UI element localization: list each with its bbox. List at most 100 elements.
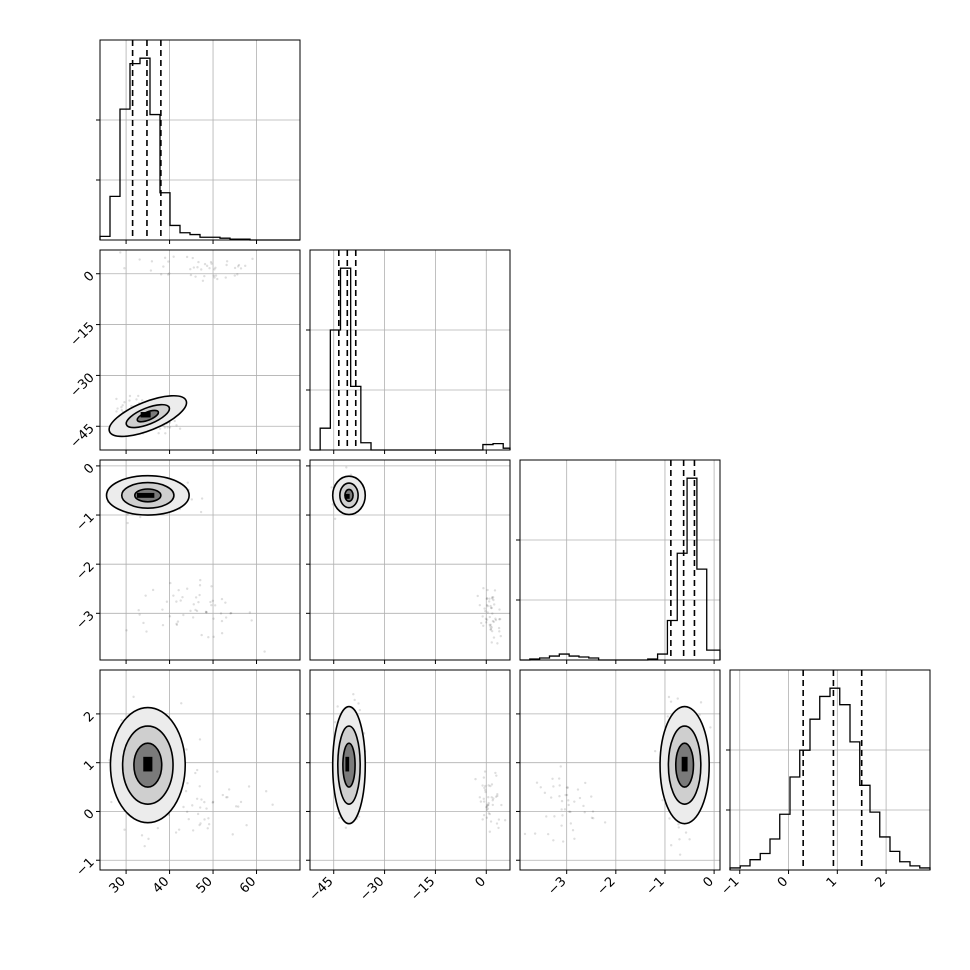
sample-point bbox=[489, 627, 493, 631]
sample-point bbox=[499, 634, 502, 638]
sample-point bbox=[162, 265, 165, 268]
density-peak bbox=[681, 756, 688, 772]
sample-point bbox=[669, 844, 673, 847]
sample-point bbox=[161, 623, 165, 627]
sample-point bbox=[485, 805, 488, 808]
sample-point bbox=[140, 399, 144, 402]
histogram-step bbox=[520, 477, 721, 661]
sample-point bbox=[164, 432, 167, 435]
sample-point bbox=[115, 410, 118, 413]
sample-point bbox=[196, 266, 199, 269]
sample-point bbox=[567, 803, 570, 807]
sample-point bbox=[204, 610, 208, 614]
sample-point bbox=[198, 785, 201, 788]
sample-point bbox=[478, 603, 482, 607]
x-tick-label: 1 bbox=[824, 874, 840, 890]
sample-point bbox=[144, 594, 147, 597]
sample-point bbox=[227, 788, 231, 791]
sample-point bbox=[166, 426, 169, 429]
sample-point bbox=[557, 777, 561, 780]
sample-point bbox=[168, 272, 171, 275]
panel-body bbox=[331, 693, 507, 833]
sample-point bbox=[553, 815, 556, 818]
x-tick-label: −3 bbox=[545, 874, 569, 898]
y-tick-label: −3 bbox=[73, 608, 97, 632]
y-tick-label: 0 bbox=[81, 461, 97, 477]
sample-point bbox=[213, 276, 216, 279]
sample-point bbox=[180, 702, 183, 705]
sample-point bbox=[250, 619, 253, 622]
sample-point bbox=[590, 795, 593, 798]
scatter-panel-0-1: −45 −30 −15 0 bbox=[68, 249, 301, 454]
sample-point bbox=[220, 619, 224, 623]
sample-point bbox=[482, 813, 486, 817]
sample-point bbox=[203, 818, 206, 821]
sample-point bbox=[489, 604, 492, 608]
sample-point bbox=[482, 624, 485, 627]
scatter-panel-2-3: −3 −2 −1 0 bbox=[516, 669, 721, 898]
sample-point bbox=[352, 693, 355, 696]
sample-point bbox=[488, 597, 491, 600]
sample-point bbox=[688, 838, 691, 841]
sample-point bbox=[678, 853, 682, 856]
sample-point bbox=[698, 713, 701, 717]
histogram-panel-2 bbox=[516, 459, 721, 664]
sample-point bbox=[195, 797, 199, 801]
sample-point bbox=[490, 596, 494, 599]
density-peak bbox=[140, 412, 151, 418]
sample-point bbox=[178, 427, 182, 430]
sample-point bbox=[205, 611, 208, 614]
sample-point bbox=[483, 770, 487, 773]
sample-point bbox=[353, 698, 356, 702]
sample-point bbox=[245, 824, 248, 827]
sample-point bbox=[125, 629, 128, 632]
sample-point bbox=[236, 805, 240, 808]
sample-point bbox=[145, 630, 148, 633]
sample-point bbox=[565, 793, 569, 797]
sample-point bbox=[485, 816, 489, 819]
sample-point bbox=[185, 810, 189, 814]
sample-point bbox=[523, 832, 527, 836]
histogram-step bbox=[310, 267, 511, 451]
sample-point bbox=[338, 816, 341, 820]
sample-point bbox=[168, 615, 172, 618]
sample-point bbox=[199, 578, 202, 582]
sample-point bbox=[198, 738, 202, 741]
histogram-panel-0 bbox=[96, 39, 301, 244]
sample-point bbox=[191, 829, 195, 832]
axes-frame bbox=[519, 459, 721, 661]
sample-point bbox=[485, 597, 489, 601]
sample-point bbox=[194, 596, 198, 599]
sample-point bbox=[677, 823, 680, 826]
x-tick-label: 60 bbox=[237, 874, 259, 896]
sample-point bbox=[496, 792, 499, 796]
sample-point bbox=[677, 826, 680, 829]
sample-point bbox=[192, 266, 196, 269]
axes-frame bbox=[99, 669, 301, 871]
sample-point bbox=[128, 394, 132, 398]
sample-point bbox=[481, 818, 484, 821]
sample-point bbox=[203, 800, 206, 804]
sample-point bbox=[334, 721, 337, 724]
sample-point bbox=[212, 274, 216, 277]
sample-point bbox=[194, 771, 197, 775]
x-tick-label: −15 bbox=[408, 874, 438, 904]
sample-point bbox=[491, 619, 495, 623]
sample-point bbox=[561, 840, 565, 843]
sample-point bbox=[213, 604, 217, 607]
sample-point bbox=[206, 827, 209, 830]
sample-point bbox=[219, 612, 223, 615]
sample-point bbox=[151, 588, 155, 592]
sample-point bbox=[207, 817, 210, 820]
sample-point bbox=[486, 803, 489, 806]
gridlines bbox=[520, 670, 720, 870]
sample-point bbox=[201, 279, 205, 283]
sample-point bbox=[192, 603, 195, 606]
sample-point bbox=[211, 599, 215, 603]
x-tick-label: 0 bbox=[473, 874, 489, 890]
sample-point bbox=[535, 781, 539, 784]
gridlines bbox=[310, 250, 510, 450]
x-tick-label: −1 bbox=[718, 874, 742, 898]
sample-point bbox=[200, 497, 204, 500]
sample-point bbox=[168, 426, 172, 429]
